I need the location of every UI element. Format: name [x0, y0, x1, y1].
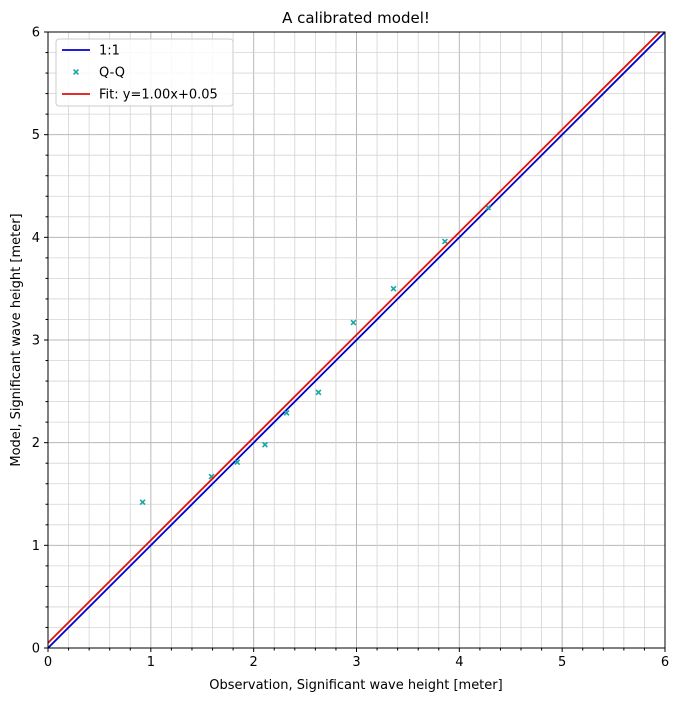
qq-point [235, 460, 240, 465]
y-tick-label: 0 [32, 642, 40, 657]
x-tick-label: 3 [352, 655, 360, 670]
qq-point [316, 390, 321, 395]
qq-point [351, 320, 356, 325]
y-tick-label: 4 [32, 231, 40, 246]
x-tick-label: 4 [455, 655, 463, 670]
legend-label-2: Fit: y=1.00x+0.05 [99, 88, 218, 103]
y-tick-label: 1 [32, 539, 40, 554]
x-tick-label: 5 [558, 655, 566, 670]
y-tick-label: 6 [32, 26, 40, 41]
x-axis-label: Observation, Significant wave height [me… [209, 678, 502, 693]
y-tick-label: 3 [32, 334, 40, 349]
chart-title: A calibrated model! [282, 9, 430, 27]
qq-point [443, 239, 448, 244]
y-tick-label: 2 [32, 436, 40, 451]
legend-label-1: Q-Q [99, 66, 125, 81]
x-tick-label: 0 [44, 655, 52, 670]
qq-point [391, 286, 396, 291]
y-tick-label: 5 [32, 128, 40, 143]
legend-label-0: 1:1 [99, 44, 120, 59]
legend: 1:1 Q-Q Fit: y=1.00x+0.05 [56, 39, 233, 106]
qq-point [284, 410, 289, 415]
x-tick-label: 1 [147, 655, 155, 670]
y-axis-label: Model, Significant wave height [meter] [9, 213, 24, 466]
x-tick-label: 6 [661, 655, 669, 670]
x-tick-label: 2 [250, 655, 258, 670]
